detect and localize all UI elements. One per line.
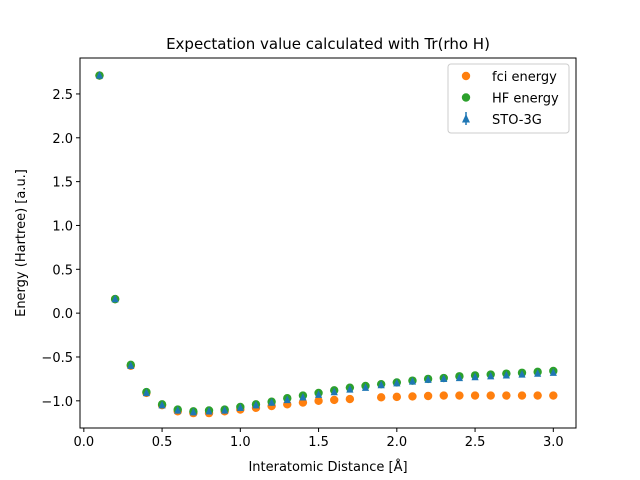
y-tick-label: −1.0 xyxy=(41,395,73,410)
y-tick-label: 0.5 xyxy=(52,263,73,278)
data-point xyxy=(377,380,385,389)
data-point xyxy=(205,406,213,415)
data-point xyxy=(221,405,229,414)
x-axis-label: Interatomic Distance [Å] xyxy=(248,459,407,475)
legend-item-fci-energy: fci energy xyxy=(461,70,557,85)
data-point xyxy=(486,391,495,400)
data-point xyxy=(236,403,244,411)
data-point xyxy=(440,374,448,383)
y-axis: −1.0 −0.5 0.0 0.5 1.0 1.5 2.0 2.5 xyxy=(41,88,80,410)
x-tick-label: 3.0 xyxy=(543,435,564,450)
data-point xyxy=(268,398,276,406)
legend-item-hf-energy: HF energy xyxy=(461,92,559,107)
data-point xyxy=(455,373,464,382)
data-point xyxy=(439,391,448,400)
data-point xyxy=(487,371,495,380)
x-axis: 0.0 0.5 1.0 1.5 2.0 2.5 3.0 xyxy=(73,428,564,450)
data-point xyxy=(189,407,197,416)
y-tick-label: 2.5 xyxy=(52,88,73,103)
data-point xyxy=(423,391,433,401)
data-point xyxy=(346,384,354,393)
x-tick-label: 0.0 xyxy=(73,435,94,450)
series-sto-3g xyxy=(95,71,557,416)
y-tick-label: −0.5 xyxy=(41,351,73,366)
legend-marker xyxy=(461,71,471,81)
legend-item-sto-3g: STO-3G xyxy=(462,112,542,128)
data-point xyxy=(330,387,338,396)
y-tick-label: 0.0 xyxy=(52,307,73,322)
x-tick-label: 1.5 xyxy=(308,435,329,450)
data-point xyxy=(392,392,402,402)
y-tick-label: 1.5 xyxy=(52,176,73,191)
data-point xyxy=(502,391,511,400)
data-marks xyxy=(95,71,558,418)
data-point xyxy=(393,378,401,387)
data-point xyxy=(298,398,308,407)
data-point xyxy=(376,393,386,402)
data-point xyxy=(424,375,432,383)
data-point xyxy=(95,71,104,79)
legend-box xyxy=(447,63,570,134)
data-point xyxy=(314,390,323,398)
data-point xyxy=(534,369,542,377)
data-point xyxy=(252,400,260,409)
x-tick-label: 0.5 xyxy=(152,435,173,450)
data-point xyxy=(502,370,510,379)
data-point xyxy=(330,395,339,405)
data-point xyxy=(158,400,166,409)
data-point xyxy=(549,391,558,400)
y-tick-label: 2.0 xyxy=(52,132,73,147)
data-point xyxy=(408,392,417,401)
legend-label: HF energy xyxy=(492,92,559,107)
chart-title: Expectation value calculated with Tr(rho… xyxy=(166,35,490,53)
legend-label: fci energy xyxy=(492,70,557,85)
y-axis-label: Energy (Hartree) [a.u.] xyxy=(14,169,29,317)
plot-area-frame xyxy=(79,57,577,429)
data-point xyxy=(471,372,479,381)
x-tick-label: 2.5 xyxy=(465,435,486,450)
data-point xyxy=(533,391,542,400)
data-point xyxy=(127,361,135,369)
data-point xyxy=(361,383,370,391)
data-point xyxy=(455,391,464,400)
y-tick-label: 1.0 xyxy=(52,219,73,234)
legend: fci energy HF energy STO-3G xyxy=(447,63,570,134)
legend-marker xyxy=(461,93,471,102)
data-point xyxy=(111,294,119,303)
data-point xyxy=(142,388,151,397)
data-point xyxy=(174,405,182,414)
legend-label: STO-3G xyxy=(492,113,542,128)
x-tick-label: 2.0 xyxy=(386,435,407,450)
x-tick-label: 1.0 xyxy=(230,435,251,450)
data-point xyxy=(470,391,480,400)
data-point xyxy=(408,377,417,385)
data-point xyxy=(517,391,527,400)
data-point xyxy=(345,394,355,404)
data-point xyxy=(314,396,323,406)
data-point xyxy=(518,370,526,378)
data-point xyxy=(549,368,557,376)
data-point xyxy=(283,395,291,404)
data-point xyxy=(299,392,307,401)
